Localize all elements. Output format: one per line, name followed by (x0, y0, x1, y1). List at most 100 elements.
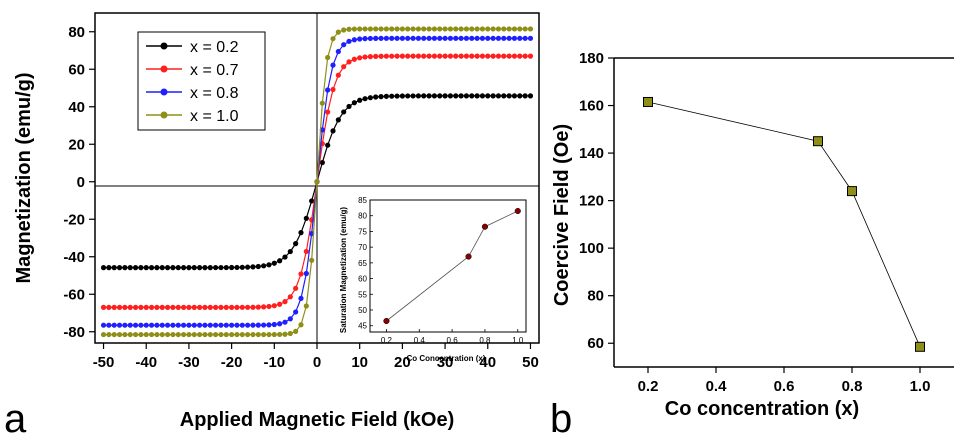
legend-label: x = 0.8 (190, 85, 239, 102)
data-point (266, 331, 272, 338)
data-point (479, 53, 486, 59)
data-point (100, 331, 107, 338)
y-tick-label: 20 (68, 136, 85, 153)
panel-a-series (100, 26, 534, 338)
x-tick-label: 20 (394, 354, 411, 371)
data-point (196, 331, 203, 338)
data-point (298, 230, 304, 236)
data-point (325, 54, 331, 61)
y-tick-label: 100 (579, 240, 604, 257)
data-point (213, 331, 219, 338)
data-point (303, 270, 309, 277)
data-point (127, 331, 133, 338)
y-tick-label: 180 (579, 50, 604, 67)
data-point (325, 87, 331, 93)
data-point (915, 341, 925, 352)
x-tick-label: -30 (178, 354, 200, 371)
data-point (319, 100, 325, 106)
inset-y-tick-label: 60 (358, 275, 367, 284)
data-point (421, 93, 427, 99)
data-point (442, 26, 448, 32)
x-tick-label: 0.2 (638, 378, 659, 395)
data-point (191, 304, 197, 310)
inset-y-tick-label: 65 (358, 259, 367, 268)
y-tick-label: 40 (68, 99, 85, 116)
y-tick-label: 80 (68, 24, 85, 41)
data-point (207, 304, 213, 310)
data-point (479, 26, 486, 32)
data-point (399, 93, 405, 99)
data-point (245, 304, 251, 310)
y-tick-label: -60 (63, 286, 85, 303)
panel-b-label: b (550, 397, 572, 438)
data-point (271, 321, 277, 328)
data-point (202, 322, 208, 328)
data-point (170, 304, 176, 310)
data-point (463, 35, 470, 41)
data-point (341, 64, 347, 70)
inset-x-tick-label: 1.0 (512, 336, 524, 345)
data-point (442, 53, 448, 59)
data-point (159, 265, 165, 271)
data-point (469, 26, 475, 32)
data-point (287, 330, 293, 337)
data-point (485, 35, 491, 41)
data-point (261, 322, 267, 328)
data-point (127, 322, 133, 328)
data-point (357, 26, 363, 32)
data-point (154, 304, 160, 310)
data-point (847, 186, 857, 197)
data-point (511, 53, 518, 59)
data-point (394, 35, 400, 41)
data-point (330, 36, 336, 42)
data-point (271, 331, 277, 338)
data-point (394, 93, 400, 99)
data-point (522, 26, 528, 32)
legend-marker (160, 42, 168, 50)
legend-label: x = 1.0 (190, 108, 239, 125)
data-point (389, 35, 395, 41)
data-point (100, 265, 107, 271)
data-point (373, 35, 379, 41)
legend-box (137, 31, 266, 131)
data-point (250, 331, 256, 338)
inset-series-line (386, 210, 518, 322)
data-point (287, 316, 293, 322)
data-point (367, 54, 373, 60)
data-point (474, 93, 480, 99)
data-point (164, 331, 171, 338)
data-point (213, 322, 219, 328)
data-point (463, 26, 470, 32)
data-point (501, 53, 507, 59)
data-point (298, 271, 304, 277)
data-point (261, 304, 267, 310)
inset-data-point (481, 223, 488, 230)
data-point (122, 265, 128, 271)
x-tick-label: 40 (479, 354, 496, 371)
x-tick-label: -20 (221, 354, 243, 371)
y-tick-label: 60 (587, 335, 604, 352)
data-point (148, 331, 155, 338)
data-point (373, 26, 379, 32)
data-point (138, 265, 144, 271)
data-point (447, 26, 454, 32)
data-point (335, 48, 341, 55)
data-point (421, 26, 427, 32)
data-point (399, 35, 405, 41)
data-point (138, 331, 144, 338)
inset-x-axis-title: Co Concentration (x) (406, 354, 485, 363)
data-point (410, 93, 416, 99)
data-point (186, 322, 192, 328)
data-point (474, 35, 480, 41)
data-point (490, 93, 496, 99)
data-point (234, 264, 240, 271)
data-point (458, 35, 464, 41)
panel-a-legend: x = 0.2 x = 0.7 x = 0.8 x = 1.0 (137, 31, 266, 131)
data-point (485, 26, 491, 32)
x-tick-label: 50 (522, 354, 539, 371)
data-point (250, 264, 256, 270)
data-point (138, 322, 144, 328)
data-point (106, 331, 112, 338)
data-point (132, 304, 139, 310)
data-point (111, 265, 117, 271)
